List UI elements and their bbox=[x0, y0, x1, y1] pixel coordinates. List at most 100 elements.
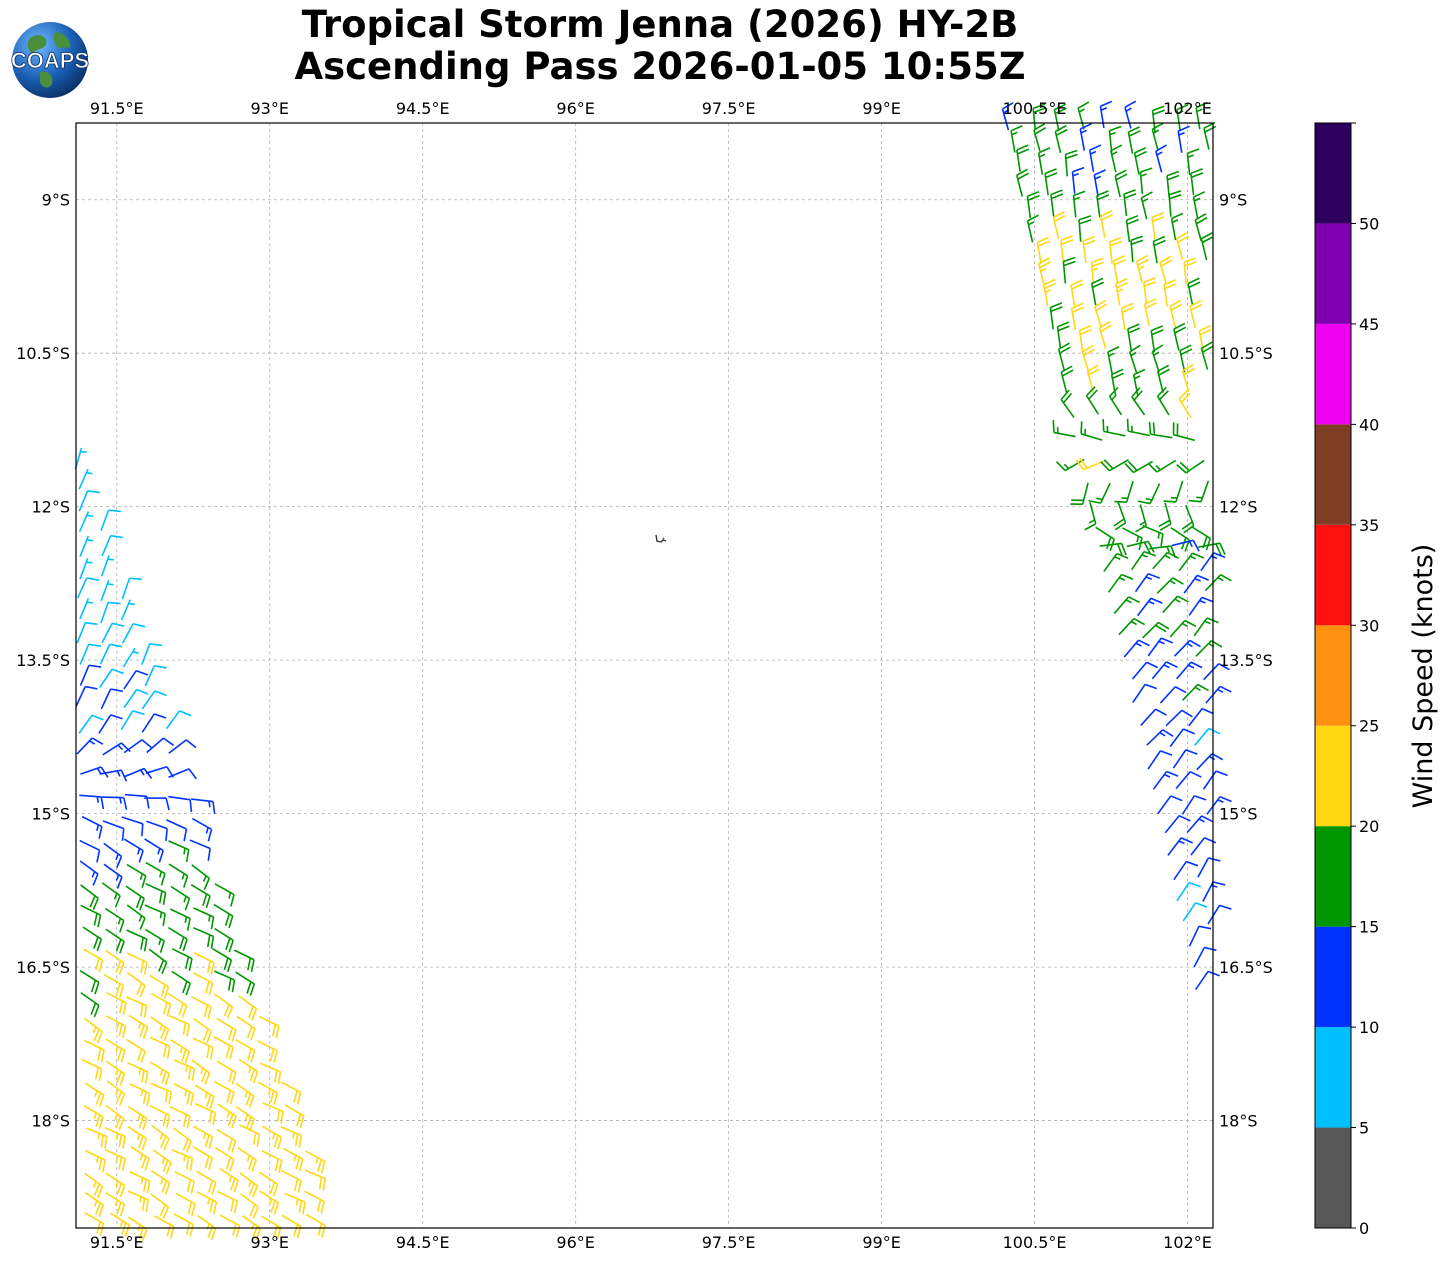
colorbar-tick-label: 35 bbox=[1359, 516, 1379, 535]
wind-barb bbox=[1108, 125, 1122, 153]
wind-barb bbox=[1026, 190, 1040, 219]
wind-barb bbox=[1131, 386, 1146, 416]
colorbar-tick-label: 50 bbox=[1359, 214, 1379, 233]
wind-barb bbox=[167, 992, 188, 1018]
wind-barb bbox=[101, 622, 125, 644]
wind-barb bbox=[78, 714, 104, 734]
wind-barb bbox=[192, 971, 214, 996]
wind-barb bbox=[214, 1081, 235, 1105]
wind-barb bbox=[191, 817, 213, 842]
lat-tick-label-left: 12°S bbox=[31, 498, 70, 517]
wind-barb bbox=[191, 798, 216, 814]
wind-barb bbox=[1169, 619, 1197, 638]
wind-barb bbox=[1193, 946, 1217, 968]
latitude-ticks-left: 9°S 10.5°S 12°S 13.5°S 15°S 16.5°S 18°S bbox=[16, 191, 70, 1131]
wind-barb bbox=[214, 883, 235, 907]
wind-barb bbox=[103, 842, 123, 869]
wind-barb bbox=[1125, 214, 1139, 243]
wind-barb bbox=[1176, 103, 1189, 132]
figure-title: Tropical Storm Jenna (2026) HY-2B Ascend… bbox=[60, 4, 1260, 88]
wind-barb bbox=[1202, 770, 1228, 790]
wind-barb bbox=[234, 1038, 256, 1063]
wind-barb bbox=[1026, 214, 1039, 243]
wind-barb bbox=[191, 864, 210, 890]
lat-tick-label-left: 9°S bbox=[42, 191, 70, 210]
wind-barb bbox=[80, 766, 109, 778]
wind-barb bbox=[217, 1103, 237, 1129]
wind-barb bbox=[168, 1014, 190, 1037]
wind-barb bbox=[305, 1213, 327, 1238]
island-outline bbox=[655, 534, 667, 543]
wind-barb bbox=[1016, 144, 1030, 172]
wind-barb bbox=[149, 1036, 171, 1059]
wind-barb bbox=[280, 1126, 303, 1148]
wind-barb bbox=[100, 509, 121, 532]
latitude-ticks-right: 9°S 10.5°S 12°S 13.5°S 15°S 16.5°S 18°S bbox=[1219, 191, 1273, 1131]
wind-barb bbox=[148, 948, 168, 975]
colorbar-segment bbox=[1315, 826, 1351, 927]
wind-barb bbox=[1114, 480, 1134, 503]
colorbar-label: Wind Speed (knots) bbox=[1408, 544, 1439, 809]
wind-barb bbox=[1196, 752, 1224, 771]
colorbar-tick-label: 40 bbox=[1359, 415, 1379, 434]
wind-barb bbox=[1057, 342, 1071, 371]
wind-barb bbox=[1143, 277, 1157, 305]
wind-barb bbox=[1186, 815, 1213, 834]
wind-barb bbox=[175, 1192, 196, 1217]
wind-barb bbox=[1142, 524, 1164, 547]
wind-barb bbox=[126, 1038, 146, 1064]
wind-barb bbox=[101, 882, 121, 908]
wind-barb bbox=[1188, 596, 1214, 616]
wind-barb bbox=[79, 794, 105, 810]
wind-barb bbox=[1115, 278, 1129, 306]
wind-barb bbox=[121, 622, 146, 644]
wind-barb bbox=[237, 1147, 257, 1172]
wind-barb bbox=[1132, 683, 1158, 704]
wind-barb bbox=[1188, 480, 1210, 503]
wind-barb bbox=[145, 861, 166, 886]
wind-barb bbox=[129, 1171, 151, 1194]
wind-barb bbox=[150, 1082, 172, 1105]
wind-barb bbox=[1093, 169, 1106, 197]
wind-barb bbox=[84, 1172, 104, 1199]
wind-barb bbox=[214, 993, 234, 1019]
colorbar-segment bbox=[1315, 524, 1351, 626]
wind-barb bbox=[106, 1080, 126, 1106]
colorbar-tick-label: 10 bbox=[1359, 1018, 1379, 1037]
wind-barbs bbox=[74, 100, 1232, 1242]
wind-barb bbox=[1110, 144, 1123, 173]
wind-barb bbox=[121, 577, 142, 600]
wind-barb bbox=[123, 767, 153, 779]
wind-barb bbox=[1178, 552, 1205, 572]
wind-barb bbox=[79, 860, 99, 886]
wind-barb bbox=[126, 863, 147, 888]
wind-barb bbox=[1173, 639, 1201, 657]
wind-barb bbox=[120, 599, 135, 621]
wind-barb bbox=[104, 1126, 126, 1149]
wind-barb bbox=[1120, 302, 1134, 331]
wind-barb bbox=[1107, 346, 1120, 374]
wind-barb bbox=[125, 996, 148, 1018]
wind-barb bbox=[1056, 321, 1070, 349]
wind-barb bbox=[1088, 482, 1111, 504]
wind-barb bbox=[191, 996, 212, 1020]
wind-barb bbox=[1090, 277, 1105, 306]
wind-barb bbox=[1062, 256, 1076, 284]
wind-barb bbox=[1033, 123, 1047, 152]
wind-barb bbox=[1137, 483, 1161, 505]
wind-barb bbox=[76, 621, 98, 644]
wind-barb bbox=[1044, 168, 1058, 196]
wind-barb bbox=[78, 468, 93, 490]
wind-barb bbox=[212, 947, 233, 973]
colorbar-segment bbox=[1315, 625, 1351, 726]
colorbar-segment bbox=[1315, 323, 1351, 425]
wind-barb bbox=[1147, 637, 1174, 657]
wind-barb bbox=[102, 820, 125, 841]
wind-barb bbox=[1176, 459, 1205, 474]
lon-tick-label-bottom: 99°E bbox=[862, 1233, 900, 1252]
wind-barb bbox=[1124, 460, 1153, 474]
lon-tick-label-top: 91.5°E bbox=[90, 99, 144, 118]
wind-barb bbox=[235, 1082, 255, 1108]
lat-tick-label-right: 13.5°S bbox=[1219, 651, 1273, 670]
wind-barb bbox=[105, 1172, 126, 1198]
